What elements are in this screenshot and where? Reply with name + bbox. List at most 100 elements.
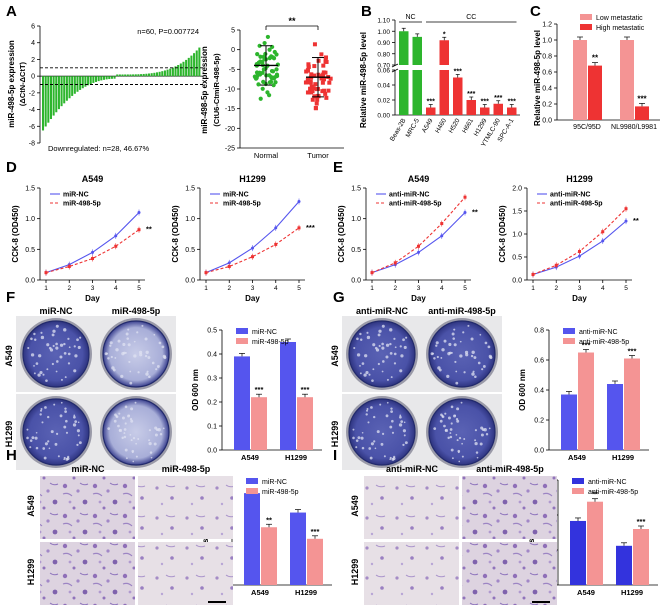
stain-image	[138, 476, 233, 539]
colony	[63, 352, 67, 355]
image-col-label: anti-miR-498-5p	[476, 464, 544, 474]
y-tick-label: 0.2	[207, 400, 217, 407]
scatter-point	[321, 72, 326, 77]
colony	[33, 372, 36, 375]
legend-label: anti-miR-498-5p	[550, 201, 603, 208]
colony	[52, 329, 56, 333]
colony	[44, 442, 48, 446]
colony	[117, 339, 121, 343]
y-tick-label: -8	[29, 141, 35, 148]
colony	[78, 441, 82, 445]
colony	[389, 458, 392, 461]
c-category: NL9980/L9981	[611, 124, 657, 131]
colony	[30, 337, 33, 341]
colony	[460, 401, 463, 404]
colony	[471, 372, 475, 376]
panel-letter-H: H	[6, 447, 17, 464]
colony	[402, 338, 405, 342]
colony	[118, 412, 121, 415]
legend-swatch	[246, 478, 258, 484]
scatter-point	[324, 95, 329, 100]
colony	[39, 409, 43, 412]
colony	[67, 352, 71, 356]
colony	[33, 332, 36, 336]
colony	[474, 442, 478, 446]
data-point	[227, 261, 231, 265]
b-category: Beas-2B	[389, 118, 408, 143]
colony	[47, 440, 50, 443]
colony	[50, 430, 54, 434]
y-tick-label: -4	[29, 107, 35, 114]
colony	[389, 328, 393, 332]
y-tick-label: 1.0	[351, 216, 361, 223]
colony	[74, 354, 78, 358]
legend-label: anti-miR-NC	[579, 329, 618, 336]
colony	[148, 375, 151, 379]
waterfall-bar	[105, 76, 108, 80]
colony	[135, 455, 138, 458]
colony	[123, 435, 127, 439]
colony	[132, 436, 136, 440]
colony	[467, 324, 470, 327]
colony	[390, 410, 393, 414]
colony	[477, 361, 481, 365]
colony	[135, 442, 137, 445]
stain-image	[40, 542, 135, 605]
data-point	[624, 207, 628, 211]
waterfall-bar	[193, 53, 196, 77]
image-row-label: A549	[330, 345, 340, 367]
b-category: A549	[421, 117, 435, 134]
colony	[133, 354, 137, 358]
ylabel: CCK-8 (OD450)	[11, 205, 20, 263]
colony	[435, 344, 438, 347]
bar	[633, 529, 649, 585]
colony	[440, 356, 443, 359]
data-point	[463, 195, 467, 199]
y-tick-label: 0.4	[207, 352, 217, 359]
data-point	[67, 265, 71, 269]
colony	[481, 368, 484, 371]
colony	[455, 417, 459, 421]
colony	[389, 352, 393, 355]
bar	[439, 70, 449, 115]
scatter-point	[311, 73, 316, 78]
colony	[59, 343, 64, 347]
colony	[448, 351, 452, 355]
waterfall-bar	[126, 74, 129, 77]
stain-image	[364, 542, 459, 605]
colony	[137, 438, 140, 440]
xlabel: Day	[85, 294, 100, 303]
colony	[393, 352, 397, 356]
y-tick-label: 6	[31, 24, 35, 31]
sig-label: ***	[306, 223, 315, 232]
a2-category: Tumor	[307, 151, 329, 160]
colony	[55, 370, 58, 373]
colony	[145, 372, 149, 376]
c-legend: Low metastatic	[596, 15, 643, 22]
y-tick-label: 0.1	[207, 424, 217, 431]
scatter-point	[256, 82, 261, 87]
bar	[493, 103, 503, 115]
bar	[412, 36, 422, 65]
colony	[352, 436, 355, 440]
scatter-point	[269, 75, 274, 80]
x-tick-label: 4	[114, 285, 118, 292]
colony	[480, 426, 484, 430]
colony	[154, 426, 158, 430]
colony	[479, 442, 483, 446]
data-point	[91, 250, 94, 254]
colony	[53, 403, 56, 406]
colony	[474, 439, 477, 442]
waterfall-bar	[142, 73, 145, 77]
colony	[123, 428, 127, 431]
bar	[607, 384, 623, 450]
axis-break	[391, 68, 399, 73]
colony	[443, 424, 446, 428]
colony	[59, 355, 63, 359]
colony	[472, 370, 475, 373]
sig-label: **	[266, 515, 272, 524]
b-group-nc: NC	[405, 14, 415, 21]
x-tick-label: 2	[554, 285, 558, 292]
y-tick-label: 0.3	[207, 376, 217, 383]
b-sig: ***	[467, 91, 475, 98]
